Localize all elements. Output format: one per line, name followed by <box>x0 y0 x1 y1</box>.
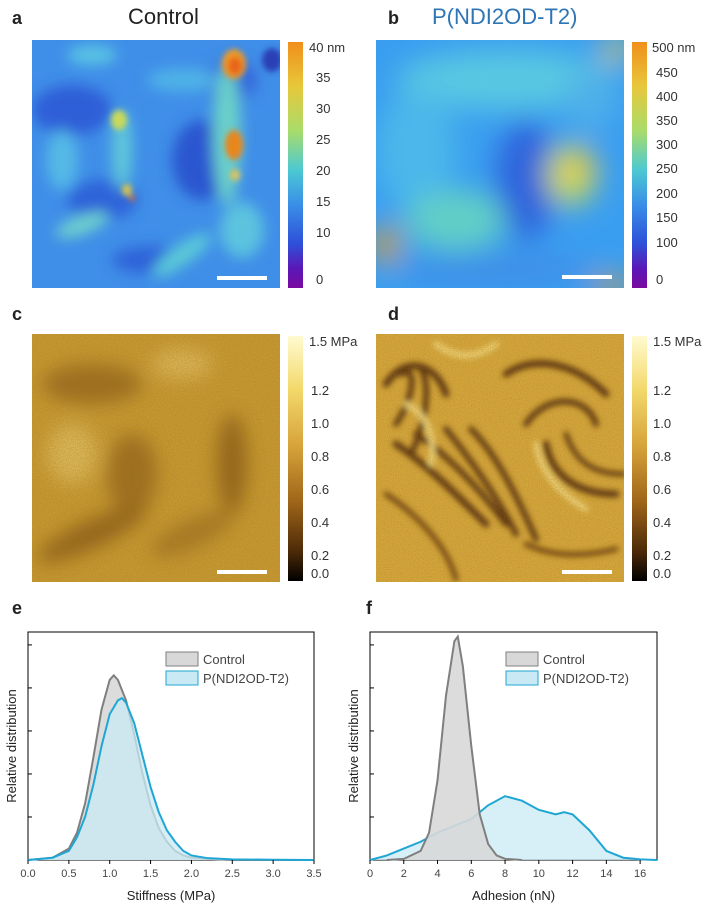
x-tick-label: 16 <box>634 868 646 880</box>
colorbar-tick: 0.2 <box>311 548 330 563</box>
colorbar-tick: 35 <box>316 70 331 85</box>
x-tick-label: 2.5 <box>225 868 240 880</box>
panel-letter-e: e <box>12 598 23 618</box>
colorbar-tick: 10 <box>316 225 331 240</box>
adhesion-distribution-chart: 0 2 4 6 8 10 12 14 16 Adhesion (nN) Relative distr… <box>346 631 658 903</box>
panel-letter-d: d <box>388 304 399 324</box>
afm-height-map-control <box>32 40 280 288</box>
x-tick-label: 0.0 <box>20 868 35 880</box>
colorbar-tick: 400 <box>656 89 678 104</box>
colorbar-tick: 0 <box>656 272 664 287</box>
colorbar-tick: 0.2 <box>653 548 672 563</box>
colorbar-tick: 450 <box>656 65 678 80</box>
x-axis-label: Stiffness (MPa) <box>127 888 216 903</box>
colorbar-tick: 0.6 <box>311 482 330 497</box>
y-axis-label: Relative distribution <box>346 689 361 802</box>
colorbar-tick: 100 <box>656 235 678 250</box>
colorbar-tick: 1.2 <box>653 383 672 398</box>
series-line-control <box>386 634 523 861</box>
y-axis-label: Relative distribution <box>4 689 19 802</box>
x-tick-label: 3.5 <box>306 868 321 880</box>
colorbar-tick: 0.6 <box>653 482 672 497</box>
colorbar-tick: 0.8 <box>653 449 672 464</box>
x-tick-label: 6 <box>468 868 474 880</box>
scale-bar <box>562 275 612 279</box>
legend-entry: Control <box>203 652 245 667</box>
colorbar-tick: 15 <box>316 194 331 209</box>
colorbar-tick: 250 <box>656 161 678 176</box>
panel-letter-c: c <box>12 304 23 324</box>
colorbar-tick: 0.4 <box>653 515 672 530</box>
colorbar-tick: 25 <box>316 132 331 147</box>
colorbar-tick: 1.0 <box>653 416 672 431</box>
colorbar-tick: 350 <box>656 113 678 128</box>
colorbar-tick: 0.0 <box>311 566 330 581</box>
x-tick-label: 1.0 <box>102 868 117 880</box>
colorbar-tick: 150 <box>656 210 678 225</box>
colorbar-tick: 1.2 <box>311 383 330 398</box>
legend-swatch <box>165 670 199 686</box>
colorbar-ticks: 35 30 25 20 15 10 0 <box>316 70 356 287</box>
legend-swatch <box>505 670 539 686</box>
colorbar-modulus-control <box>288 336 303 581</box>
colorbar-height-control <box>288 42 303 288</box>
afm-height-map-pndi <box>376 40 624 288</box>
colorbar-tick: 0 <box>316 272 324 287</box>
x-tick-label: 0.5 <box>61 868 76 880</box>
scale-bar <box>217 276 267 280</box>
colorbar-tick: 0.8 <box>311 449 330 464</box>
legend-entry: P(NDI2OD-T2) <box>543 671 629 686</box>
series-line-pndi <box>369 795 658 861</box>
panel-title-a: Control <box>128 4 199 29</box>
legend-entry: P(NDI2OD-T2) <box>203 671 289 686</box>
series-area-pndi <box>370 796 657 860</box>
afm-modulus-map-control <box>32 334 280 582</box>
x-tick-label: 8 <box>502 868 508 880</box>
colorbar-top-label: 500 nm <box>652 40 696 55</box>
x-tick-label: 10 <box>533 868 545 880</box>
colorbar-tick: 1.0 <box>311 416 330 431</box>
colorbar-ticks: 1.2 1.0 0.8 0.6 0.4 0.2 0.0 <box>653 383 693 583</box>
x-tick-label: 3.0 <box>265 868 280 880</box>
colorbar-ticks: 450 400 350 300 250 200 150 100 0 <box>656 65 696 287</box>
colorbar-tick: 200 <box>656 186 678 201</box>
colorbar-top-label: 40 nm <box>309 40 346 55</box>
x-tick-label: 14 <box>600 868 612 880</box>
x-tick-label: 0 <box>367 868 373 880</box>
colorbar-tick: 20 <box>316 163 331 178</box>
scale-bar <box>562 570 612 574</box>
legend-entry: Control <box>543 652 585 667</box>
x-axis-label: Adhesion (nN) <box>472 888 555 903</box>
panel-title-b: P(NDI2OD-T2) <box>432 4 578 29</box>
panel-letter-b: b <box>388 8 399 28</box>
series-area-control <box>28 675 314 860</box>
x-tick-label: 12 <box>566 868 578 880</box>
series-area-pndi <box>28 698 314 860</box>
x-tick-label: 4 <box>434 868 440 880</box>
x-tick-label: 2 <box>401 868 407 880</box>
colorbar-modulus-pndi <box>632 336 647 581</box>
panel-letter-f: f <box>366 598 372 618</box>
colorbar-tick: 300 <box>656 137 678 152</box>
x-tick-label: 1.5 <box>143 868 158 880</box>
scale-bar <box>217 570 267 574</box>
colorbar-ticks: 1.2 1.0 0.8 0.6 0.4 0.2 0.0 <box>311 383 351 583</box>
afm-modulus-map-pndi <box>376 334 624 582</box>
panel-letter-a: a <box>12 8 23 28</box>
colorbar-tick: 0.4 <box>311 515 330 530</box>
legend-swatch <box>165 651 199 667</box>
stiffness-distribution-chart: 0.0 0.5 1.0 1.5 2.0 2.5 3.0 3.5 Stiffness (MPa) R… <box>4 631 322 903</box>
colorbar-height-pndi <box>632 42 647 288</box>
colorbar-top-label: 1.5 MPa <box>653 334 702 349</box>
series-line-pndi <box>27 696 315 861</box>
x-tick-label: 2.0 <box>184 868 199 880</box>
series-area-control <box>386 636 522 860</box>
colorbar-tick: 0.0 <box>653 566 672 581</box>
colorbar-tick: 30 <box>316 101 331 116</box>
series-line-control <box>27 673 314 861</box>
legend-swatch <box>505 651 539 667</box>
colorbar-top-label: 1.5 MPa <box>309 334 358 349</box>
